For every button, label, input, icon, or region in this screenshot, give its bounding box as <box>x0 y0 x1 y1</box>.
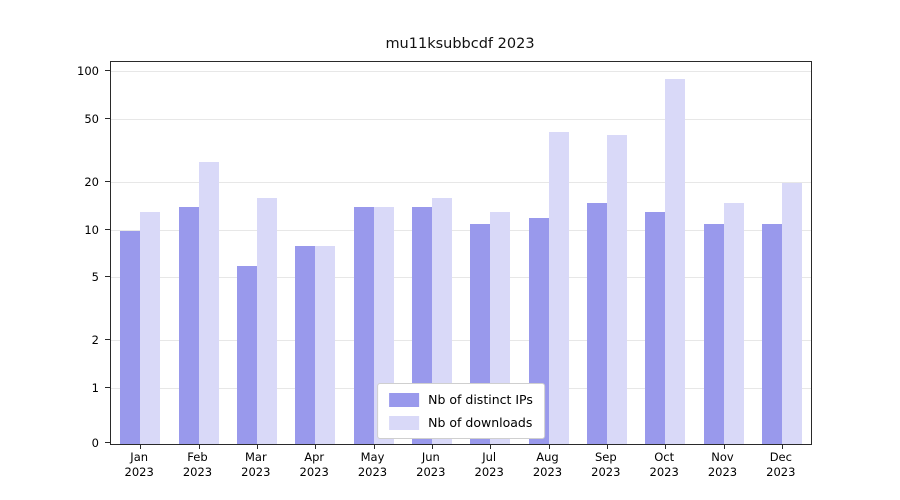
x-tick-mark <box>140 444 142 449</box>
legend-swatch-distinct-ips <box>389 392 420 407</box>
bar-downloads <box>140 212 161 444</box>
x-tick-mark <box>431 444 433 449</box>
bar-distinct-ips <box>645 212 666 444</box>
bar-distinct-ips <box>178 207 199 444</box>
bar-distinct-ips <box>761 223 782 444</box>
x-tick-mark <box>256 444 258 449</box>
x-tick-label: Dec 2023 <box>766 450 796 479</box>
gridline <box>111 277 811 279</box>
legend-label-downloads: Nb of downloads <box>428 415 533 430</box>
y-tick-label: 1 <box>91 381 99 395</box>
y-tick-label: 10 <box>84 222 99 237</box>
bar-downloads <box>665 79 686 444</box>
legend-swatch-downloads <box>389 415 420 430</box>
x-tick-mark <box>548 444 550 449</box>
y-tick-mark <box>105 276 110 278</box>
bar-distinct-ips <box>703 223 724 444</box>
bar-distinct-ips <box>295 245 316 444</box>
gridline <box>111 118 811 120</box>
x-tick-label: Jun 2023 <box>416 450 446 479</box>
x-axis: Jan 2023 Feb 2023 Mar 2023 Apr 2023 May 2023 Jun 20… <box>110 450 810 492</box>
bar-downloads <box>548 131 569 444</box>
x-tick-mark <box>315 444 317 449</box>
legend: Nb of distinct IPs Nb of downloads <box>377 383 545 439</box>
x-tick-label: Oct 2023 <box>649 450 679 479</box>
x-tick-label: Aug 2023 <box>532 450 563 479</box>
x-tick-label: Sep 2023 <box>591 450 621 479</box>
x-tick-mark <box>606 444 608 449</box>
x-tick-mark <box>198 444 200 449</box>
y-tick-label: 50 <box>84 111 99 126</box>
x-tick-label: Jul 2023 <box>474 450 504 479</box>
y-tick-label: 20 <box>84 174 99 189</box>
legend-item-downloads: Nb of downloads <box>389 415 533 430</box>
bar-downloads <box>256 198 277 444</box>
chart-title: mu11ksubbcdf 2023 <box>385 36 535 52</box>
y-tick-mark <box>105 387 110 388</box>
x-tick-label: Apr 2023 <box>299 450 329 479</box>
y-axis: 0 1 2 5 10 20 50 100 <box>60 61 110 450</box>
x-tick-label: Nov 2023 <box>707 450 738 479</box>
bar-downloads <box>723 202 744 444</box>
bar-distinct-ips <box>120 230 141 444</box>
x-tick-label: Mar 2023 <box>241 450 271 479</box>
x-tick-mark <box>665 444 667 449</box>
bar-downloads <box>781 182 802 444</box>
gridline <box>111 181 811 183</box>
x-tick-mark <box>781 444 783 449</box>
y-tick-mark <box>105 442 110 443</box>
bar-distinct-ips <box>353 207 374 444</box>
bar-downloads <box>198 162 219 444</box>
bar-distinct-ips <box>586 202 607 444</box>
bar-distinct-ips <box>236 265 257 444</box>
bar-downloads <box>606 135 627 444</box>
x-tick-mark <box>373 444 375 449</box>
legend-item-distinct-ips: Nb of distinct IPs <box>389 392 533 407</box>
gridline <box>111 340 811 342</box>
bar-downloads <box>431 198 452 444</box>
x-tick-label: Jan 2023 <box>124 450 154 479</box>
x-tick-label: May 2023 <box>357 450 388 479</box>
x-tick-mark <box>490 444 492 449</box>
y-tick-mark <box>105 339 110 341</box>
y-tick-label: 2 <box>91 333 99 348</box>
y-tick-label: 5 <box>91 270 99 285</box>
legend-label-distinct-ips: Nb of distinct IPs <box>428 392 533 407</box>
y-tick-mark <box>105 70 110 71</box>
y-tick-label: 0 <box>91 436 99 450</box>
y-tick-mark <box>105 228 110 230</box>
x-tick-mark <box>723 444 725 449</box>
y-tick-mark <box>105 180 110 182</box>
y-tick-mark <box>105 117 110 119</box>
gridline <box>111 229 811 231</box>
gridline <box>111 71 811 72</box>
bar-downloads <box>315 245 336 444</box>
y-tick-label: 100 <box>77 64 99 78</box>
plot-area: Nb of distinct IPs Nb of downloads <box>110 61 812 449</box>
x-tick-label: Feb 2023 <box>182 450 213 479</box>
